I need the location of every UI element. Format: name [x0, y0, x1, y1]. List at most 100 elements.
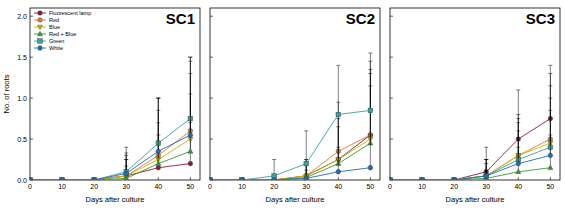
error-cap [548, 110, 552, 111]
y-tick-label: 0.0 [17, 177, 27, 184]
error-cap [368, 53, 372, 54]
marker [60, 178, 65, 180]
error-cap [516, 122, 520, 123]
legend-label: White [49, 45, 63, 51]
marker [156, 161, 161, 166]
marker [304, 161, 309, 166]
marker [272, 178, 277, 180]
marker [390, 178, 393, 180]
x-tick-label: 10 [58, 183, 66, 190]
error-whisker [158, 98, 159, 155]
series [30, 94, 193, 180]
marker [60, 178, 65, 180]
x-tick [158, 177, 159, 180]
error-cap [484, 159, 488, 160]
error-cap [336, 147, 340, 148]
error-whisker [306, 131, 307, 164]
panel: 01020304050Days after cultureSC3 [387, 8, 560, 204]
x-tick-label: 50 [546, 183, 554, 190]
error-bar [368, 135, 372, 168]
series-line [210, 110, 370, 180]
error-bar [368, 53, 372, 110]
marker [210, 177, 213, 180]
figure: 0.00.51.01.52.001020304050Days after cul… [0, 0, 565, 214]
series-line [30, 139, 190, 180]
marker [210, 178, 213, 180]
marker [516, 161, 521, 165]
marker [484, 174, 489, 179]
error-bar [548, 110, 552, 155]
panel-title: SC3 [526, 10, 555, 27]
error-whisker [550, 110, 551, 155]
marker [60, 177, 65, 180]
legend-marker [37, 25, 42, 30]
y-tick [390, 98, 393, 99]
marker [210, 178, 212, 180]
error-cap [124, 152, 128, 153]
marker [548, 165, 553, 170]
series [390, 110, 553, 180]
y-tick [30, 16, 33, 17]
x-axis-label: Days after culture [266, 195, 325, 204]
series-line [30, 131, 190, 180]
panel: 01020304050Days after cultureSC2 [207, 8, 380, 204]
x-tick-label: 10 [238, 183, 246, 190]
panel-title: SC1 [166, 10, 195, 27]
legend-marker [38, 11, 43, 16]
x-tick-label: 0 [388, 183, 392, 190]
plot-area [30, 57, 193, 180]
x-tick-label: 40 [334, 183, 342, 190]
error-whisker [518, 131, 519, 164]
marker [156, 165, 161, 170]
y-axis-label: No. of roots [2, 74, 11, 113]
marker [336, 112, 341, 117]
error-cap [516, 130, 520, 131]
error-cap [124, 147, 128, 148]
marker [452, 177, 457, 180]
marker [368, 108, 373, 113]
error-cap [484, 147, 488, 148]
error-cap [516, 118, 520, 119]
error-cap [548, 98, 552, 99]
marker [516, 169, 521, 174]
x-tick [550, 177, 551, 180]
marker [368, 166, 373, 170]
marker [240, 178, 245, 180]
marker [210, 178, 212, 180]
marker [420, 178, 425, 180]
marker [484, 174, 489, 179]
error-whisker [338, 65, 339, 114]
x-tick-label: 40 [154, 183, 162, 190]
legend-marker [38, 18, 43, 23]
marker [390, 178, 392, 180]
marker [188, 149, 193, 154]
x-axis-label: Days after culture [86, 195, 145, 204]
error-cap [188, 57, 192, 58]
plot-frame [30, 8, 200, 180]
error-bar [304, 165, 308, 177]
series-line [390, 143, 550, 180]
legend-marker [38, 39, 43, 44]
series [30, 74, 193, 180]
series-line [390, 119, 550, 180]
marker [420, 178, 425, 180]
marker [92, 177, 97, 180]
panel: 0.00.51.01.52.001020304050Days after cul… [2, 8, 200, 204]
series [390, 74, 553, 180]
marker [452, 178, 457, 180]
marker [304, 176, 309, 180]
error-cap [516, 114, 520, 115]
y-tick-label: 1.0 [17, 95, 27, 102]
marker [420, 178, 425, 180]
series-line [210, 168, 370, 180]
legend-marker [37, 46, 42, 50]
error-cap [516, 89, 520, 90]
error-bar [336, 65, 340, 114]
series-line [390, 139, 550, 180]
marker [30, 177, 33, 180]
series [390, 98, 553, 180]
marker [210, 178, 213, 180]
marker [390, 178, 393, 180]
marker [548, 153, 553, 157]
error-cap [304, 130, 308, 131]
